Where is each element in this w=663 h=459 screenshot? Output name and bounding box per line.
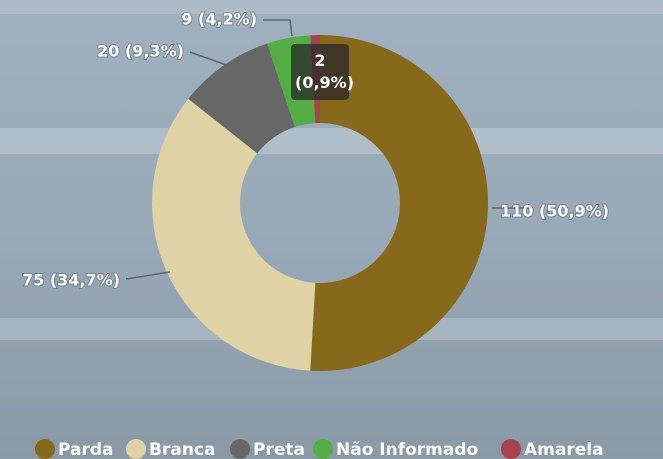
leader-line [125, 271, 171, 280]
building-band [0, 0, 663, 14]
donut-slice [310, 35, 489, 372]
legend-label: Amarela [524, 440, 604, 459]
data-label: 110 (50,9%) [500, 202, 609, 221]
tooltip-label: 2 (0,9%) [291, 44, 354, 100]
data-label: 20 (9,3%) [97, 42, 184, 61]
legend-label: Preta [253, 440, 305, 459]
data-label: 75 (34,7%) [22, 271, 120, 290]
legend-swatch [501, 439, 521, 459]
leader-line [263, 19, 293, 37]
leader-line [189, 51, 230, 67]
legend-label: Branca [149, 440, 215, 459]
building-band [0, 128, 663, 154]
legend-swatch [35, 439, 55, 459]
data-label: 9 (4,2%) [181, 10, 257, 29]
legend-swatch [230, 439, 250, 459]
legend-label: Não Informado [336, 440, 478, 459]
legend-swatch [313, 439, 333, 459]
tooltip: 2 (0,9%) [291, 44, 354, 100]
donut-slice [188, 43, 295, 154]
donut-slice [151, 98, 316, 371]
legend-label: Parda [58, 440, 114, 459]
legend-swatch [126, 439, 146, 459]
